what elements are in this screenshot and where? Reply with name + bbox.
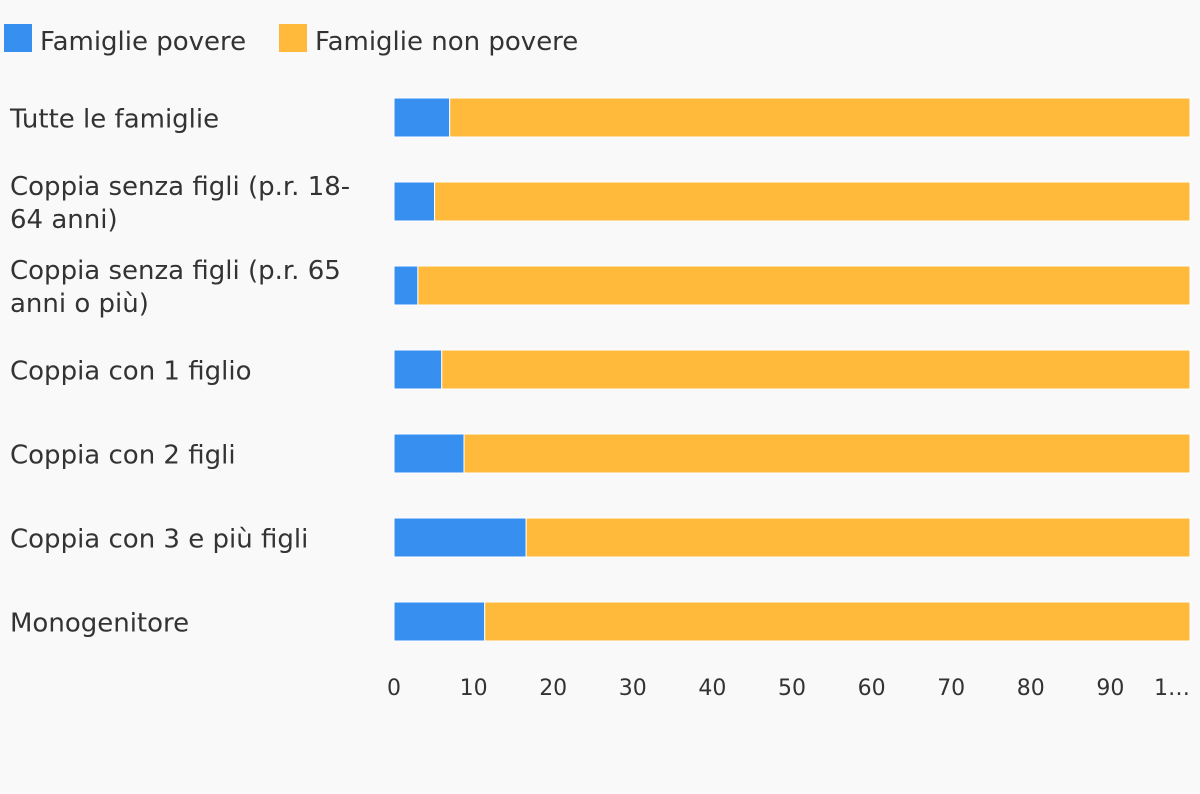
bar-famiglie-non-povere — [441, 349, 1191, 390]
legend: Famiglie povere Famiglie non povere — [4, 24, 578, 57]
category-label: Coppia con 1 figlio — [10, 357, 251, 387]
bar-famiglie-non-povere — [525, 517, 1191, 558]
legend-label-famiglie-povere: Famiglie povere — [40, 27, 246, 57]
bar-famiglie-non-povere — [449, 97, 1191, 138]
category-label: Tutte le famiglie — [9, 105, 219, 135]
legend-swatch-famiglie-non-povere — [279, 24, 307, 52]
category-label: Coppia con 3 e più figli — [10, 525, 308, 555]
bar-famiglie-povere — [393, 517, 527, 558]
bars — [393, 97, 1191, 642]
x-tick-label: 50 — [778, 676, 806, 701]
bar-famiglie-povere — [393, 265, 419, 306]
bar-famiglie-non-povere — [434, 181, 1191, 222]
category-label: Coppia senza figli (p.r. 65 anni o più) — [10, 256, 341, 319]
x-tick-label: 20 — [539, 676, 567, 701]
bar-famiglie-non-povere — [484, 601, 1191, 642]
bar-famiglie-non-povere — [463, 433, 1191, 474]
bar-famiglie-povere — [393, 97, 451, 138]
x-tick-label: 80 — [1017, 676, 1045, 701]
x-tick-label: 60 — [858, 676, 886, 701]
x-tick-label: 10 — [460, 676, 488, 701]
x-tick-label: 40 — [698, 676, 726, 701]
category-label: Coppia con 2 figli — [10, 441, 236, 471]
bar-famiglie-povere — [393, 349, 443, 390]
x-tick-label: 90 — [1096, 676, 1124, 701]
x-axis: 0 10 20 30 40 50 60 70 80 90 1… — [387, 676, 1190, 701]
legend-label-famiglie-non-povere: Famiglie non povere — [315, 27, 578, 57]
legend-swatch-famiglie-povere — [4, 24, 32, 52]
bar-famiglie-non-povere — [417, 265, 1191, 306]
category-label: Monogenitore — [10, 609, 189, 639]
x-tick-label: 1… — [1154, 676, 1190, 701]
bar-famiglie-povere — [393, 433, 465, 474]
x-tick-label: 70 — [937, 676, 965, 701]
x-tick-label: 30 — [619, 676, 647, 701]
bar-famiglie-povere — [393, 181, 436, 222]
category-labels: Tutte le famiglie Coppia senza figli (p.r… — [9, 105, 350, 639]
bar-famiglie-povere — [393, 601, 486, 642]
category-label: Coppia senza figli (p.r. 18-64 anni) — [10, 172, 350, 235]
x-tick-label: 0 — [387, 676, 401, 701]
